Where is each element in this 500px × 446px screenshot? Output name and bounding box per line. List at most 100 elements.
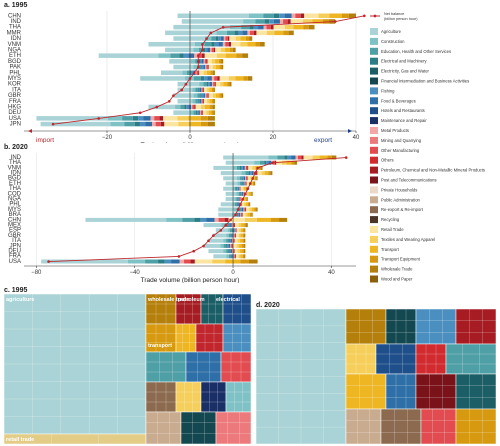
legend-label: Electricity, Gas and Water [381, 69, 430, 74]
bar-segment [238, 202, 240, 207]
country-label: BRA [9, 212, 21, 218]
x-tick-label: 40 [353, 135, 360, 141]
bar-segment [215, 47, 221, 53]
net-balance-point [244, 192, 247, 196]
treemap-d-sector-block [345, 408, 382, 445]
bar-segment [238, 197, 240, 202]
bar-segment [254, 207, 257, 212]
bar-segment [186, 70, 191, 75]
legend-label: Public Administration [381, 197, 421, 202]
bar-chart-1995: CHNINDTHAMMRIDNVNMNGAETHBGDPAKPHLMYSKORI… [7, 11, 366, 143]
bar-segment [200, 116, 208, 121]
bar-segment [199, 81, 204, 87]
bar-segment [279, 217, 288, 222]
net-balance-point [155, 105, 159, 109]
x-tick-label: 0 [188, 135, 192, 141]
net-balance-point [241, 197, 245, 201]
bar-segment [203, 70, 207, 75]
bar-segment [240, 207, 242, 212]
country-label: PHL [9, 70, 21, 76]
bar-segment [241, 207, 244, 212]
legend-label: Education, Health and Other Services [381, 49, 451, 54]
legend-swatch [370, 166, 378, 174]
bar-segment [180, 104, 185, 110]
bar-segment [208, 81, 210, 87]
net-balance-point [205, 37, 208, 40]
net-balance-point [219, 229, 223, 232]
bar-segment [164, 121, 179, 127]
bar-segment [163, 116, 178, 121]
bar-segment [245, 186, 247, 191]
bar-segment [194, 42, 205, 47]
bar-segment [240, 36, 246, 41]
legend-label: Food & Beverages [381, 98, 416, 103]
legend-swatch [370, 97, 378, 105]
bar-segment [256, 176, 258, 181]
bar-segment [238, 254, 241, 259]
bar-segment [215, 81, 221, 87]
bar-segment [257, 171, 262, 176]
bar-segment [220, 171, 242, 176]
bar-segment [233, 228, 235, 233]
bar-segment [200, 93, 202, 98]
legend-swatch [370, 47, 378, 55]
bar-segment [228, 254, 231, 259]
bar-segment [192, 104, 195, 110]
bar-segment [190, 59, 196, 64]
bar-segment [240, 191, 242, 196]
bar-segment [240, 228, 243, 233]
bar-segment [266, 30, 275, 36]
bar-segment [283, 30, 289, 36]
bar-segment [239, 243, 242, 248]
bar-segment [213, 87, 215, 93]
bar-segment [234, 202, 237, 207]
bar-segment [237, 186, 238, 191]
bar-segment [234, 207, 238, 212]
bar-segment [234, 223, 235, 228]
bar-segment [294, 160, 297, 165]
net-balance-point [197, 60, 200, 63]
bar-segment [242, 176, 244, 181]
treemap-c-title: c. 1995 [4, 287, 27, 294]
bar-segment [138, 116, 144, 121]
bar-segment [288, 30, 294, 36]
bar-segment [253, 24, 259, 30]
bar-segment [150, 116, 155, 121]
legend-swatch [370, 156, 378, 164]
bar-segment [287, 19, 291, 24]
bar-segment [247, 42, 256, 47]
country-label: ETH [9, 181, 21, 187]
country-label: HKG [8, 104, 21, 110]
bar-segment [200, 121, 208, 127]
bar-segment [205, 93, 207, 98]
bar-segment [225, 42, 229, 47]
bar-segment [291, 13, 296, 18]
net-balance-point [221, 25, 225, 29]
legend-label: Other Manufacturing [381, 148, 420, 153]
treemap-label-retail: retail trade [6, 437, 34, 443]
bar-segment [242, 212, 246, 217]
bar-segment [244, 186, 246, 191]
x-tick-label: 0 [231, 270, 235, 276]
bar-segment [220, 47, 226, 53]
bar-segment [236, 176, 240, 181]
bar-segment [230, 254, 232, 259]
bar-segment [233, 254, 235, 259]
bar-segment [225, 160, 255, 165]
bar-segment [226, 238, 229, 243]
bar-segment [234, 249, 238, 254]
bar-segment [203, 93, 206, 98]
bar-segment [197, 110, 199, 115]
bar-segment [166, 217, 183, 222]
legend-swatch [370, 127, 378, 134]
bar-segment [240, 42, 248, 47]
net-balance-point [239, 203, 242, 206]
net-balance-point [333, 20, 337, 23]
bar-segment [252, 181, 254, 186]
bar-segment [191, 70, 194, 75]
bar-segment [233, 233, 235, 238]
bar-segment [243, 181, 245, 186]
bar-segment [236, 197, 238, 202]
bar-segment [225, 197, 235, 202]
bar-segment [248, 191, 251, 196]
